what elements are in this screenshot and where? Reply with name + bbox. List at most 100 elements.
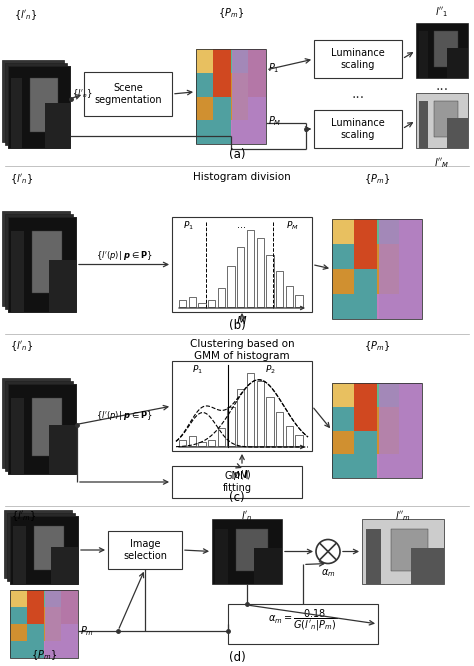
Text: $\{l'_n\}$: $\{l'_n\}$ <box>10 172 33 186</box>
Bar <box>377 294 400 319</box>
Bar <box>10 641 27 658</box>
Bar <box>10 516 78 584</box>
Text: $\{l'_n\}$: $\{l'_n\}$ <box>72 87 92 100</box>
Bar <box>228 407 235 446</box>
Bar <box>332 407 355 430</box>
Bar <box>228 266 235 307</box>
Bar <box>11 79 22 148</box>
Bar <box>411 548 444 584</box>
Bar <box>355 294 377 319</box>
Bar <box>237 529 268 571</box>
Text: $\alpha_m = \dfrac{0.18}{G(l'_n|P_m)}$: $\alpha_m = \dfrac{0.18}{G(l'_n|P_m)}$ <box>268 607 337 633</box>
Text: $\{l'_m\}$: $\{l'_m\}$ <box>10 509 36 523</box>
Text: (b): (b) <box>228 319 246 332</box>
Bar <box>108 531 182 569</box>
Text: (a): (a) <box>229 148 245 161</box>
Bar <box>286 286 293 307</box>
Text: Clustering based on
GMM of histogram: Clustering based on GMM of histogram <box>190 339 294 360</box>
Bar <box>8 384 76 474</box>
Bar <box>332 294 355 319</box>
Bar <box>198 442 206 446</box>
Bar <box>179 440 186 446</box>
Bar <box>231 97 248 121</box>
Bar <box>8 217 76 312</box>
Bar <box>400 407 422 430</box>
Text: $\{l'_n\}$: $\{l'_n\}$ <box>14 8 38 22</box>
Bar <box>256 381 264 446</box>
Bar <box>213 49 231 73</box>
Bar <box>355 244 377 269</box>
Bar <box>2 60 64 142</box>
Bar <box>196 73 213 97</box>
Bar <box>11 398 24 474</box>
Bar <box>237 247 245 307</box>
Text: $\alpha_m$: $\alpha_m$ <box>321 567 335 579</box>
Text: $M$: $M$ <box>237 314 247 326</box>
Bar <box>10 607 27 624</box>
Text: Scene
segmentation: Scene segmentation <box>94 83 162 105</box>
Bar <box>8 66 70 148</box>
Bar <box>248 121 266 144</box>
Bar <box>27 590 44 607</box>
Text: $\{P_m\}$: $\{P_m\}$ <box>31 648 57 662</box>
Bar <box>419 101 428 148</box>
Bar <box>84 72 172 116</box>
Bar <box>179 300 186 307</box>
Text: $P_M$: $P_M$ <box>286 220 299 232</box>
Bar <box>332 383 355 407</box>
Bar <box>377 383 400 407</box>
Bar <box>266 255 273 307</box>
Bar <box>332 219 355 244</box>
Bar <box>49 424 76 474</box>
Bar <box>332 269 355 294</box>
Bar <box>248 73 266 97</box>
Bar <box>332 219 422 319</box>
Text: $\{l'(p)|\ \boldsymbol{p} \in \mathbf{P}\}$: $\{l'(p)|\ \boldsymbol{p} \in \mathbf{P}… <box>96 248 152 262</box>
Bar <box>248 49 266 73</box>
Bar <box>366 529 381 584</box>
Bar <box>2 211 70 306</box>
Bar <box>355 383 377 407</box>
Bar <box>13 526 26 584</box>
Bar <box>228 604 378 644</box>
Bar <box>196 49 266 144</box>
Bar <box>400 383 422 407</box>
Bar <box>377 269 400 294</box>
Bar <box>212 519 282 584</box>
Bar <box>400 269 422 294</box>
Bar <box>2 378 70 468</box>
Bar <box>237 390 245 446</box>
Bar <box>213 73 231 97</box>
Text: $P_2$: $P_2$ <box>264 364 275 376</box>
Bar <box>7 513 75 581</box>
Bar <box>189 296 196 307</box>
Bar <box>27 624 44 641</box>
Bar <box>247 373 254 446</box>
Bar <box>45 103 70 148</box>
Bar <box>377 219 400 244</box>
Bar <box>355 269 377 294</box>
Text: GMM
fitting: GMM fitting <box>222 472 252 493</box>
Bar <box>332 430 355 454</box>
Bar <box>332 454 355 478</box>
Text: ...: ... <box>351 87 365 101</box>
Bar <box>332 244 355 269</box>
Bar <box>286 426 293 446</box>
Bar <box>5 381 73 471</box>
Bar <box>10 516 78 584</box>
Text: (c): (c) <box>229 491 245 504</box>
Bar <box>232 49 266 144</box>
Bar <box>10 590 27 607</box>
Text: Image
selection: Image selection <box>123 539 167 561</box>
Bar <box>4 510 72 578</box>
Bar <box>61 624 78 641</box>
Bar <box>208 300 215 307</box>
Text: $l''_m$: $l''_m$ <box>395 509 411 523</box>
Bar <box>27 641 44 658</box>
Bar <box>231 49 248 73</box>
Bar <box>172 217 312 312</box>
Bar <box>10 624 27 641</box>
Bar <box>11 231 24 312</box>
Bar <box>332 383 422 478</box>
Bar <box>32 398 63 456</box>
